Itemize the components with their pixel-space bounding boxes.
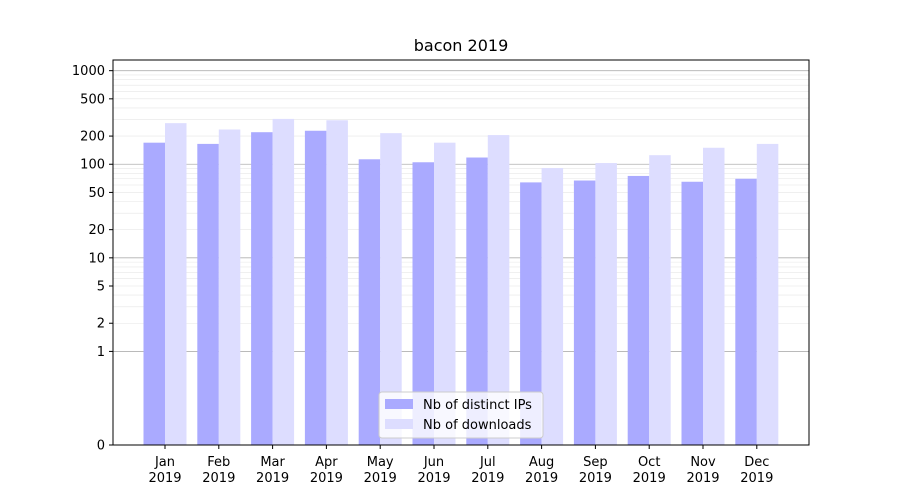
x-tick-label-month: Oct bbox=[638, 455, 660, 470]
bar-distinct-ips bbox=[466, 157, 488, 445]
x-tick-label-month: Aug bbox=[529, 455, 554, 470]
legend-label: Nb of distinct IPs bbox=[423, 398, 532, 413]
bar-distinct-ips bbox=[412, 162, 434, 446]
plot-frame bbox=[112, 59, 810, 446]
bar-distinct-ips bbox=[627, 175, 650, 445]
x-tick-label-year: 2019 bbox=[202, 471, 235, 486]
x-tick-label-month: Jul bbox=[479, 455, 496, 470]
bar-distinct-ips bbox=[358, 159, 381, 446]
y-tick-label: 50 bbox=[88, 186, 105, 201]
x-tick-label-year: 2019 bbox=[633, 471, 666, 486]
y-tick-label: 1000 bbox=[72, 64, 105, 79]
x-tick-label-month: Mar bbox=[260, 455, 285, 470]
bar-downloads bbox=[541, 168, 564, 445]
bar-distinct-ips bbox=[681, 181, 703, 446]
bar-distinct-ips bbox=[735, 178, 757, 446]
legend-swatch bbox=[385, 399, 413, 409]
y-tick-label: 0 bbox=[97, 439, 105, 454]
bar-downloads bbox=[165, 123, 187, 446]
x-tick-label-month: Nov bbox=[690, 455, 716, 470]
x-tick-label-month: Dec bbox=[744, 455, 769, 470]
bar-distinct-ips bbox=[143, 142, 165, 445]
x-tick-label-month: Jan bbox=[154, 455, 175, 470]
y-tick-label: 5 bbox=[97, 280, 105, 295]
bar-downloads bbox=[326, 120, 348, 445]
y-axis: 0 1 2 5 10 20 50 100 200 500 1000 bbox=[72, 64, 113, 454]
x-tick-label-year: 2019 bbox=[148, 471, 181, 486]
y-tick-label: 100 bbox=[80, 158, 105, 173]
x-tick-label-year: 2019 bbox=[740, 471, 773, 486]
legend-label: Nb of downloads bbox=[423, 418, 532, 433]
x-tick-label-month: Jun bbox=[423, 455, 444, 470]
chart-title: bacon 2019 bbox=[414, 36, 509, 55]
bars-group bbox=[143, 118, 779, 446]
legend-box bbox=[378, 391, 544, 439]
x-tick-label-month: Feb bbox=[207, 455, 230, 470]
x-axis: Jan2019Feb2019Mar2019Apr2019May2019Jun20… bbox=[148, 445, 773, 486]
x-tick-label-year: 2019 bbox=[310, 471, 343, 486]
x-tick-label-year: 2019 bbox=[471, 471, 504, 486]
bar-downloads bbox=[434, 142, 456, 445]
y-tick-label: 2 bbox=[97, 317, 105, 332]
bar-downloads bbox=[487, 135, 510, 445]
x-tick-label-month: Apr bbox=[315, 455, 338, 470]
bar-distinct-ips bbox=[251, 132, 273, 445]
bar-downloads bbox=[595, 163, 617, 445]
bar-downloads bbox=[703, 147, 725, 445]
x-tick-label-month: May bbox=[367, 455, 394, 470]
y-tick-label: 200 bbox=[80, 130, 105, 145]
x-tick-label-year: 2019 bbox=[364, 471, 397, 486]
x-tick-label-month: Sep bbox=[583, 455, 608, 470]
bar-distinct-ips bbox=[520, 182, 542, 445]
bar-distinct-ips bbox=[573, 180, 596, 446]
x-tick-label-year: 2019 bbox=[686, 471, 719, 486]
bar-downloads bbox=[272, 118, 295, 445]
y-tick-label: 10 bbox=[88, 251, 105, 266]
y-tick-label: 500 bbox=[80, 92, 105, 107]
y-tick-label: 20 bbox=[88, 223, 105, 238]
bar-downloads bbox=[218, 129, 241, 445]
x-tick-label-year: 2019 bbox=[256, 471, 289, 486]
bar-downloads bbox=[380, 133, 402, 446]
bar-downloads bbox=[649, 155, 671, 445]
y-tick-label: 1 bbox=[97, 345, 105, 360]
bar-downloads bbox=[756, 143, 779, 445]
x-tick-label-year: 2019 bbox=[417, 471, 450, 486]
x-tick-label-year: 2019 bbox=[579, 471, 612, 486]
bar-distinct-ips bbox=[304, 130, 327, 445]
legend-swatch bbox=[385, 419, 413, 429]
bar-distinct-ips bbox=[197, 143, 219, 445]
legend: Nb of distinct IPs Nb of downloads bbox=[378, 391, 544, 439]
x-tick-label-year: 2019 bbox=[525, 471, 558, 486]
